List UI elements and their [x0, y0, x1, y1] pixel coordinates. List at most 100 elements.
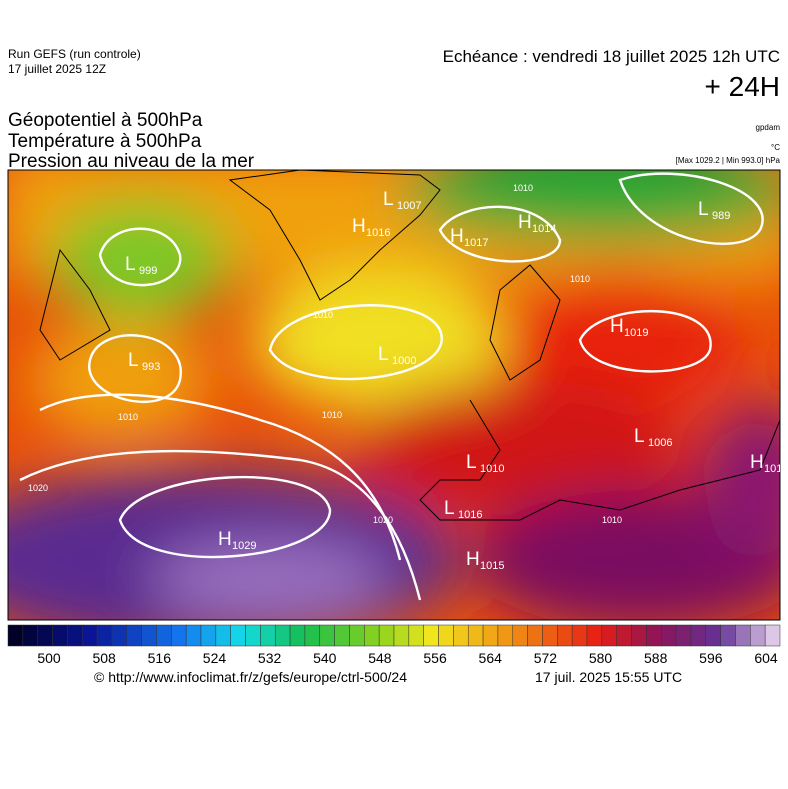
map [8, 170, 780, 620]
pressure-center-letter: L [128, 350, 139, 371]
pressure-center-value: 1007 [397, 200, 421, 212]
colorbar-swatch [171, 624, 187, 647]
colorbar-swatch [378, 624, 395, 647]
pressure-center-letter: L [125, 254, 136, 275]
colorbar-tick-label: 564 [479, 650, 503, 666]
pressure-center-letter: H [352, 216, 366, 237]
colorbar-swatch [601, 624, 617, 647]
colorbar-swatch [453, 624, 469, 647]
colorbar-swatch [616, 624, 632, 647]
colorbar-swatch [141, 624, 157, 647]
colorbar-swatch [260, 624, 276, 647]
colorbar-swatch [631, 624, 647, 647]
source-link: © http://www.infoclimat.fr/z/gefs/europe… [94, 669, 407, 685]
colorbar-swatch [319, 624, 335, 647]
pressure-center-value: 999 [139, 265, 157, 277]
colorbar-swatch [274, 624, 291, 647]
colorbar-swatch [557, 624, 573, 647]
colorbar-swatch [660, 624, 677, 647]
colorbar-swatch [675, 624, 692, 647]
colorbar-swatch [349, 624, 365, 647]
colorbar-swatch [527, 624, 543, 647]
colorbar-swatch [126, 624, 142, 647]
colorbar-tick-label: 580 [589, 650, 613, 666]
lead-time: + 24H [705, 71, 781, 102]
pressure-center-value: 1000 [392, 355, 416, 367]
colorbar-swatch [586, 624, 603, 647]
colorbar-swatch [200, 624, 217, 647]
unit-label: [Max 1029.2 | Min 993.0] hPa [676, 156, 781, 165]
colorbar-swatch [304, 624, 321, 647]
colorbar-tick-label: 508 [92, 650, 116, 666]
colorbar-swatch [735, 624, 751, 647]
colorbar-swatch [245, 624, 261, 647]
isobar-label: 1010 [313, 310, 333, 320]
unit-label: gpdam [756, 123, 781, 132]
colorbar-swatch [81, 624, 98, 647]
pressure-center-letter: L [383, 189, 394, 210]
colorbar-swatch [705, 624, 721, 647]
run-name: Run GEFS (run controle) [8, 47, 141, 61]
colorbar-tick-label: 604 [754, 650, 778, 666]
colorbar-swatch [720, 624, 736, 647]
colorbar-tick-label: 548 [368, 650, 392, 666]
pressure-center-value: 989 [712, 210, 730, 222]
colorbar-swatch [423, 624, 439, 647]
pressure-center-letter: L [378, 344, 389, 365]
colorbar-swatch [67, 624, 83, 647]
colorbar-swatch [497, 624, 514, 647]
colorbar-swatch [512, 624, 528, 647]
colorbar-swatch [482, 624, 499, 647]
field-label: Température à 500hPa [8, 131, 202, 152]
pressure-center-value: 1016 [458, 509, 482, 521]
isobar-label: 1010 [570, 274, 590, 284]
colorbar-tick-label: 500 [37, 650, 61, 666]
colorbar-swatch [289, 624, 306, 647]
colorbar-tick-label: 596 [699, 650, 723, 666]
run-date: 17 juillet 2025 12Z [8, 62, 106, 76]
pressure-center-letter: H [466, 549, 480, 570]
colorbar-swatch [230, 624, 246, 647]
isobar-label: 1020 [28, 483, 48, 493]
pressure-center-letter: L [444, 498, 455, 519]
colorbar-tick-label: 572 [534, 650, 558, 666]
pressure-center-letter: H [610, 316, 624, 337]
colorbar-swatch [215, 624, 231, 647]
pressure-center-letter: L [634, 426, 645, 447]
colorbar-swatch [7, 624, 24, 647]
pressure-center-letter: H [518, 212, 532, 233]
pressure-center-value: 1019 [624, 327, 648, 339]
colorbar-tick-label: 540 [313, 650, 337, 666]
pressure-center-value: 101 [764, 463, 782, 475]
field-label: Géopotentiel à 500hPa [8, 110, 203, 131]
colorbar-swatch [571, 624, 588, 647]
pressure-center-letter: H [218, 529, 232, 550]
isobar-label: 1010 [322, 410, 342, 420]
isobar-label: 1020 [373, 515, 393, 525]
colorbar-swatch [646, 624, 662, 647]
pressure-center-letter: H [450, 226, 464, 247]
colorbar-swatch [393, 624, 410, 647]
colorbar-swatch [438, 624, 454, 647]
colorbar-swatch [185, 624, 202, 647]
timestamp: 17 juil. 2025 15:55 UTC [535, 669, 682, 685]
pressure-center-value: 1006 [648, 437, 672, 449]
pressure-center-letter: L [466, 452, 477, 473]
colorbar-swatch [764, 624, 781, 647]
colorbar-tick-label: 516 [148, 650, 172, 666]
colorbar-tick-label: 524 [203, 650, 227, 666]
pressure-center-value: 1015 [480, 560, 504, 572]
pressure-center-letter: H [750, 452, 764, 473]
map-frame [7, 169, 781, 621]
colorbar-tick-label: 588 [644, 650, 668, 666]
colorbar-tick-label: 532 [258, 650, 282, 666]
valid-time: Echéance : vendredi 18 juillet 2025 12h … [443, 47, 780, 66]
unit-label: °C [771, 143, 780, 152]
colorbar-swatch [750, 624, 766, 647]
pressure-center-value: 1010 [480, 463, 504, 475]
colorbar-swatch [334, 624, 350, 647]
isobar-label: 1010 [118, 412, 138, 422]
